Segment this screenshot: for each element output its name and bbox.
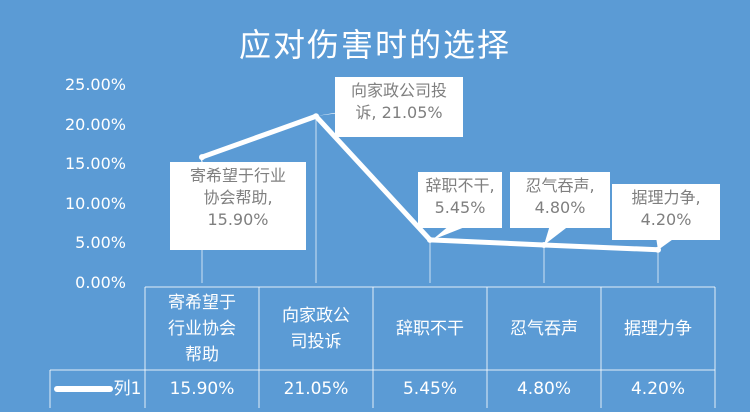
data-label-pointer — [432, 225, 470, 240]
table-category-label: 忍气吞声 — [510, 318, 578, 339]
table-value: 15.90% — [169, 379, 235, 399]
table-value: 4.80% — [516, 379, 571, 399]
y-tick-label: 20.00% — [64, 114, 126, 134]
y-tick-label: 0.00% — [75, 273, 126, 292]
y-tick-label: 25.00% — [64, 75, 126, 94]
data-label: 向家政公司投 诉, 21.05% — [335, 77, 463, 137]
y-tick-label: 15.00% — [64, 154, 126, 174]
table-category-label: 向家政公 司投诉 — [282, 305, 350, 352]
table-category-label: 寄希望于 行业协会 帮助 — [168, 292, 236, 365]
data-label: 忍气吞声, 4.80% — [510, 172, 610, 228]
data-label-pointer — [656, 237, 676, 250]
data-label: 寄希望于行业 协会帮助, 15.90% — [170, 162, 306, 250]
data-point — [199, 154, 205, 161]
data-point — [313, 113, 319, 120]
table-value: 21.05% — [283, 379, 349, 399]
table-value: 5.45% — [402, 379, 457, 399]
legend-series-name: 列1 — [113, 379, 142, 399]
data-label: 辞职不干, 5.45% — [418, 172, 502, 228]
table-category-label: 辞职不干 — [396, 318, 464, 339]
table-value: 4.20% — [630, 379, 685, 399]
data-point — [427, 236, 433, 243]
data-label-pointer — [544, 225, 570, 245]
data-label: 据理力争, 4.20% — [612, 184, 720, 240]
chart-title: 应对伤害时的选择 — [238, 26, 511, 64]
y-tick-label: 5.00% — [75, 233, 126, 253]
y-tick-label: 10.00% — [64, 193, 126, 213]
table-category-label: 据理力争 — [624, 318, 692, 339]
